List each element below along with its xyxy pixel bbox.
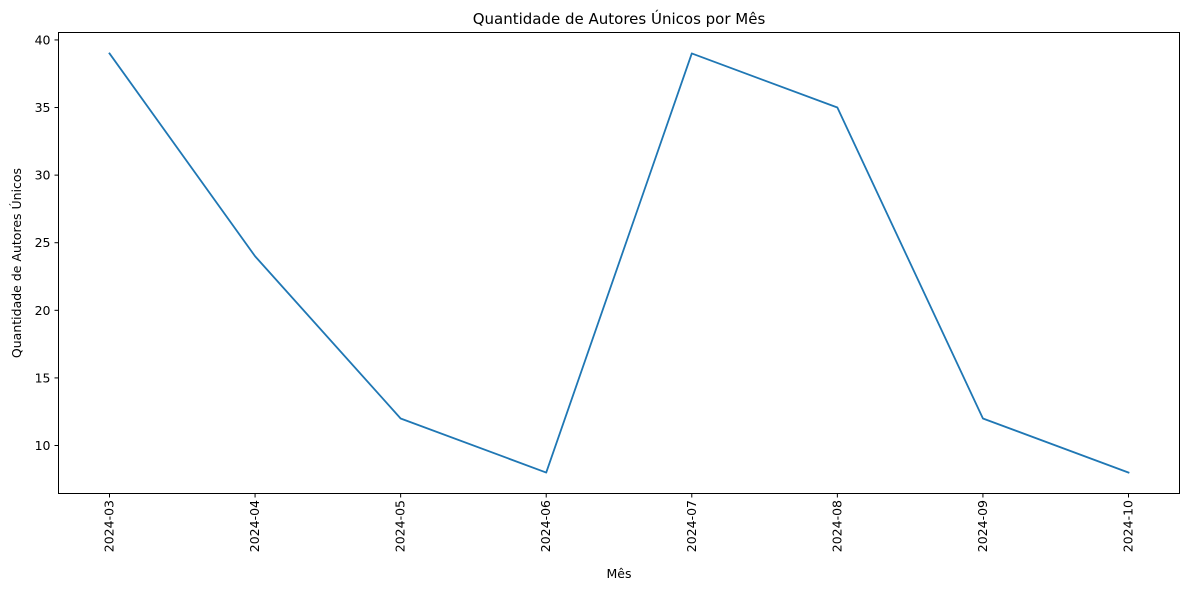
x-tick-label-1: 2024-03 (102, 500, 117, 552)
x-axis-ticks: 2024-03 2024-04 2024-05 2024-06 2024-07 2024-… (102, 493, 1136, 552)
y-tick-label-3: 20 (35, 303, 51, 318)
x-tick-label-3: 2024-05 (393, 500, 408, 552)
y-tick-label-6: 35 (35, 100, 51, 115)
y-tick-label-5: 30 (35, 168, 51, 183)
series-line-1 (108, 52, 1130, 474)
x-tick-label-6: 2024-08 (829, 500, 844, 552)
x-tick-label-7: 2024-09 (975, 500, 990, 552)
x-tick-label-2: 2024-04 (247, 500, 262, 552)
y-tick-label-7: 40 (35, 32, 51, 47)
plot-area-frame (58, 32, 1180, 494)
x-tick-label-5: 2024-07 (684, 500, 699, 552)
y-tick-label-2: 15 (35, 370, 51, 385)
x-tick-label-4: 2024-06 (538, 500, 553, 552)
y-axis-label: Quantidade de Autores Únicos (9, 168, 24, 358)
x-tick-label-8: 2024-10 (1121, 500, 1136, 552)
y-tick-label-1: 10 (35, 438, 51, 453)
y-axis-ticks: 10 15 20 25 30 35 40 (35, 32, 59, 453)
y-tick-label-4: 25 (35, 235, 51, 250)
series-layer (108, 52, 1130, 474)
chart-title: Quantidade de Autores Únicos por Mês (473, 9, 766, 28)
x-axis-label: Mês (607, 566, 632, 581)
